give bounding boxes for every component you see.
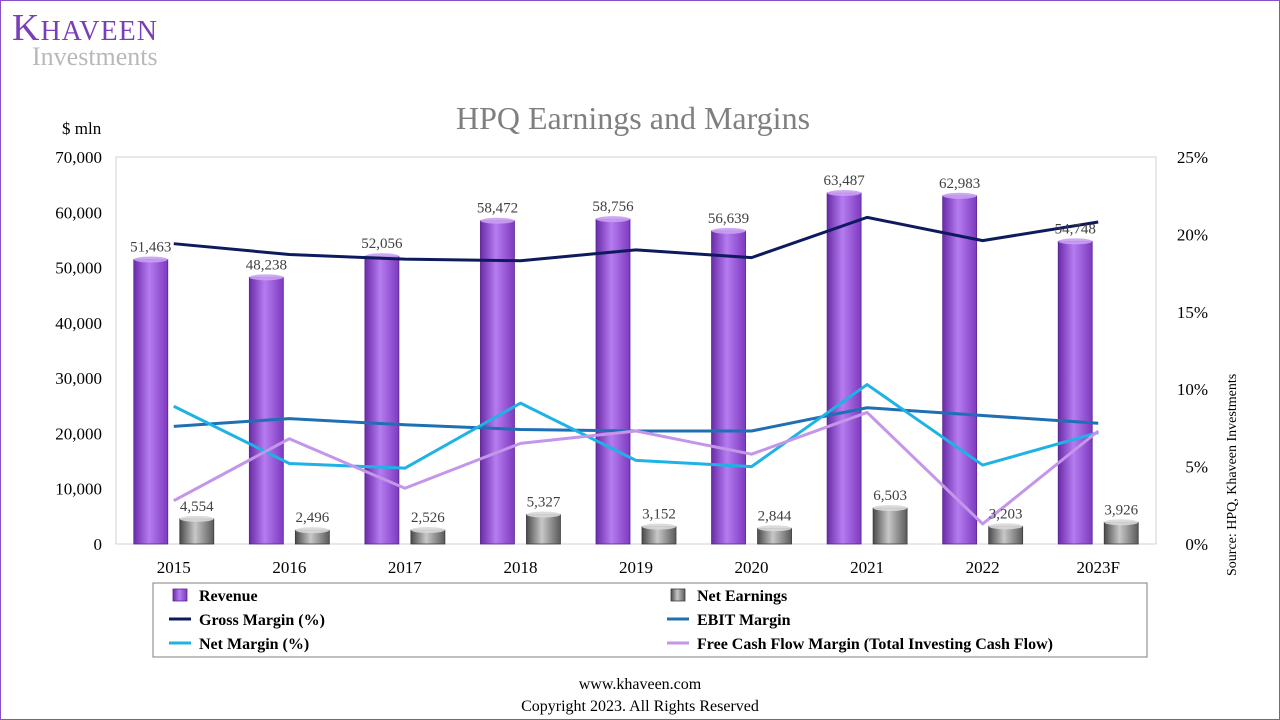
- net-earnings-bar-cap: [988, 523, 1023, 530]
- net-earnings-bar: [872, 507, 908, 545]
- y-tick-label: 40,000: [55, 314, 102, 333]
- x-tick-label: 2019: [619, 558, 653, 577]
- net-earnings-bar-cap: [873, 505, 908, 512]
- legend-net-margin: Net Margin (%): [199, 636, 309, 653]
- revenue-data-label: 56,639: [708, 211, 749, 227]
- net-earnings-data-label: 2,496: [295, 510, 329, 526]
- legend-revenue: Revenue: [199, 588, 258, 605]
- y2-tick-label: 25%: [1177, 148, 1208, 167]
- x-tick-label: 2021: [850, 558, 884, 577]
- x-tick-label: 2022: [966, 558, 1000, 577]
- net-earnings-bar-cap: [642, 523, 676, 530]
- revenue-bar-cap: [480, 217, 515, 224]
- legend-ebit-margin: EBIT Margin: [697, 612, 791, 629]
- legend-revenue-swatch: [172, 588, 188, 602]
- net-earnings-bar: [179, 518, 215, 545]
- y2-tick-label: 20%: [1177, 225, 1208, 244]
- revenue-data-label: 58,472: [477, 201, 518, 217]
- y2-tick-label: 15%: [1177, 303, 1208, 322]
- x-tick-label: 2018: [503, 558, 537, 577]
- revenue-bar: [826, 192, 862, 545]
- brand-initial: K: [12, 7, 41, 49]
- revenue-bar: [480, 220, 515, 545]
- revenue-bar: [595, 218, 631, 545]
- revenue-bar: [711, 230, 746, 545]
- x-tick-label: 2015: [157, 558, 191, 577]
- revenue-data-label: 51,463: [130, 239, 171, 255]
- net-earnings-data-label: 2,526: [411, 510, 445, 526]
- y-tick-label: 50,000: [55, 259, 102, 278]
- revenue-bar-cap: [827, 190, 862, 197]
- revenue-bar-cap: [249, 274, 284, 281]
- x-tick-label: 2016: [272, 558, 306, 577]
- revenue-bar-cap: [942, 192, 977, 199]
- revenue-data-label: 54,748: [1055, 221, 1096, 237]
- plot-area: [115, 156, 1157, 545]
- revenue-bar-cap: [133, 256, 168, 263]
- revenue-data-label: 63,487: [823, 173, 865, 189]
- x-tick-label: 2023F: [1076, 558, 1119, 577]
- net-earnings-bar: [1103, 521, 1139, 545]
- net-earnings-bar-cap: [410, 527, 445, 534]
- revenue-bar: [1057, 240, 1093, 545]
- y-axis-label: $ mln: [62, 119, 102, 138]
- gross-margin-line: [173, 215, 1099, 263]
- fcf-margin-line: [173, 410, 1100, 526]
- legend-fcf-margin: Free Cash Flow Margin (Total Investing C…: [697, 636, 1053, 653]
- y-tick-label: 70,000: [55, 148, 102, 167]
- revenue-data-label: 58,756: [592, 199, 634, 215]
- footer-website: www.khaveen.com: [579, 676, 702, 693]
- source-label: Source: HPQ, Khaveen Investments: [1225, 374, 1240, 576]
- net-earnings-bar-cap: [1104, 519, 1139, 526]
- revenue-data-label: 48,238: [246, 257, 287, 273]
- legend-box: [152, 582, 1148, 658]
- x-tick-label: 2017: [388, 558, 423, 577]
- net-earnings-data-label: 2,844: [758, 508, 792, 524]
- net-earnings-data-label: 5,327: [527, 495, 561, 511]
- brand-name: HAVEEN: [40, 16, 158, 47]
- revenue-data-label: 52,056: [361, 236, 403, 252]
- y-tick-label: 20,000: [55, 424, 102, 443]
- net-margin-line: [173, 383, 1099, 470]
- brand-logo: KHAVEEN: [12, 6, 158, 50]
- y2-tick-label: 5%: [1185, 458, 1208, 477]
- brand-subtitle: Investments: [32, 42, 158, 71]
- net-earnings-data-label: 3,152: [642, 507, 676, 523]
- y2-tick-label: 10%: [1177, 380, 1208, 399]
- x-tick-label: 2020: [735, 558, 769, 577]
- revenue-bar-cap: [711, 227, 746, 234]
- y-tick-label: 10,000: [55, 480, 102, 499]
- net-earnings-data-label: 6,503: [873, 488, 907, 504]
- legend-gross-margin: Gross Margin (%): [199, 612, 325, 629]
- revenue-bar-cap: [1058, 238, 1093, 245]
- revenue-bar: [942, 195, 978, 545]
- revenue-bar: [133, 259, 169, 545]
- revenue-bar-cap: [596, 216, 630, 223]
- net-earnings-data-label: 3,203: [989, 506, 1023, 522]
- revenue-data-label: 62,983: [939, 176, 980, 192]
- footer-copyright: Copyright 2023. All Rights Reserved: [521, 698, 759, 715]
- net-earnings-data-label: 3,926: [1104, 502, 1138, 518]
- revenue-bar: [364, 255, 400, 545]
- net-earnings-bar-cap: [526, 511, 561, 518]
- net-earnings-bar-cap: [757, 525, 792, 532]
- y-tick-label: 0: [94, 535, 103, 554]
- legend-net-earnings-swatch: [670, 588, 686, 602]
- net-earnings-bar-cap: [179, 515, 214, 522]
- net-earnings-data-label: 4,554: [180, 499, 214, 515]
- legend-net-earnings: Net Earnings: [697, 588, 787, 605]
- net-earnings-bar-cap: [295, 527, 330, 534]
- chart-title: HPQ Earnings and Margins: [456, 100, 810, 136]
- revenue-bar: [248, 276, 284, 545]
- y-tick-label: 30,000: [55, 369, 102, 388]
- net-earnings-bar: [526, 514, 561, 545]
- y-tick-label: 60,000: [55, 203, 102, 222]
- y2-tick-label: 0%: [1185, 535, 1208, 554]
